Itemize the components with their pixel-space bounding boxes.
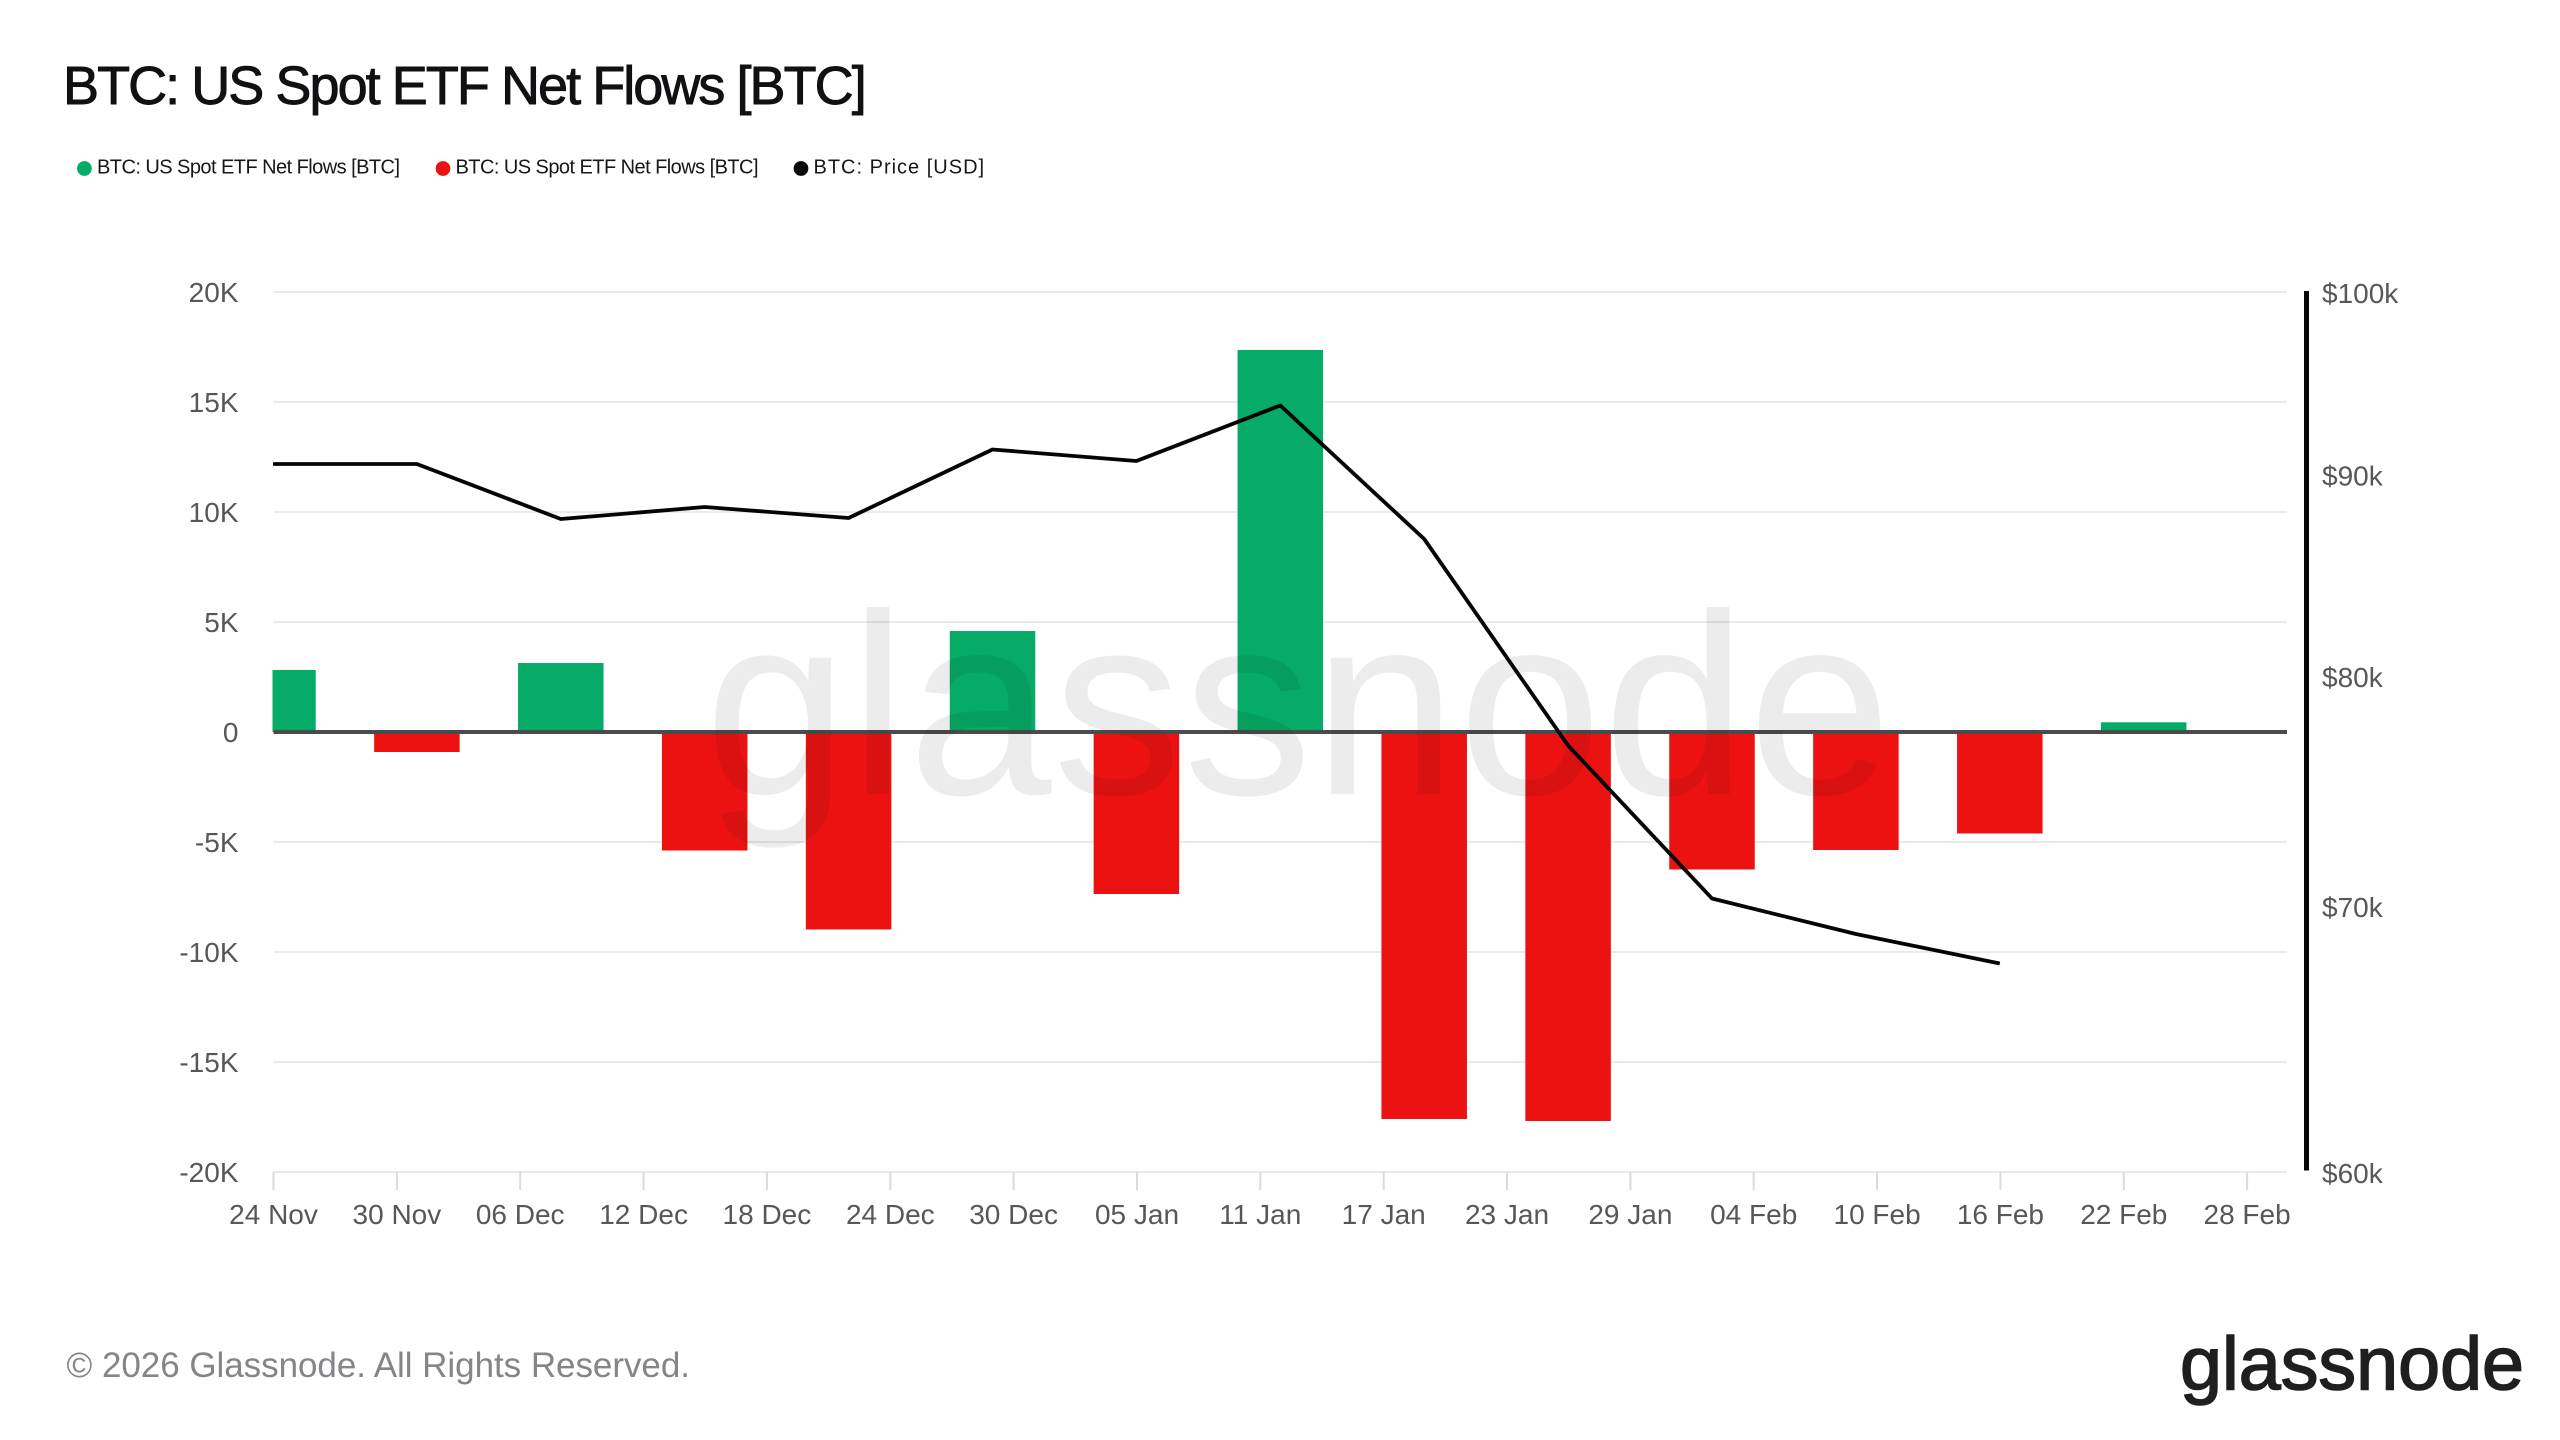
svg-text:28 Feb: 28 Feb: [2204, 1199, 2291, 1230]
svg-text:11 Jan: 11 Jan: [1219, 1199, 1301, 1230]
svg-text:$80k: $80k: [2322, 662, 2384, 693]
svg-text:glassnode: glassnode: [705, 560, 1892, 850]
svg-text:-10K: -10K: [179, 937, 238, 968]
svg-text:06 Dec: 06 Dec: [476, 1199, 565, 1230]
svg-text:18 Dec: 18 Dec: [723, 1199, 812, 1230]
svg-text:glassnode: glassnode: [2180, 1322, 2524, 1406]
svg-text:-15K: -15K: [179, 1047, 238, 1078]
svg-text:10K: 10K: [189, 497, 239, 528]
svg-text:15K: 15K: [189, 387, 239, 418]
svg-text:BTC: US Spot ETF Net Flows [BT: BTC: US Spot ETF Net Flows [BTC]: [97, 157, 399, 179]
svg-text:30 Dec: 30 Dec: [969, 1199, 1058, 1230]
svg-text:29 Jan: 29 Jan: [1588, 1199, 1672, 1230]
svg-text:$70k: $70k: [2322, 892, 2384, 923]
svg-text:24 Dec: 24 Dec: [846, 1199, 935, 1230]
svg-text:© 2026 Glassnode. All Rights R: © 2026 Glassnode. All Rights Reserved.: [67, 1346, 691, 1385]
svg-text:16 Feb: 16 Feb: [1957, 1199, 2044, 1230]
svg-text:BTC: Price [USD]: BTC: Price [USD]: [814, 157, 986, 179]
svg-text:04 Feb: 04 Feb: [1710, 1199, 1797, 1230]
svg-text:BTC: US Spot ETF Net Flows [BT: BTC: US Spot ETF Net Flows [BTC]: [456, 157, 758, 179]
svg-text:12 Dec: 12 Dec: [599, 1199, 688, 1230]
svg-text:0: 0: [223, 717, 239, 748]
svg-text:-20K: -20K: [179, 1157, 238, 1188]
svg-text:10 Feb: 10 Feb: [1834, 1199, 1921, 1230]
svg-text:$100k: $100k: [2322, 278, 2399, 309]
svg-text:5K: 5K: [204, 607, 239, 638]
svg-text:24 Nov: 24 Nov: [229, 1199, 318, 1230]
svg-text:$60k: $60k: [2322, 1158, 2384, 1189]
svg-text:BTC: US Spot ETF Net Flows [BT: BTC: US Spot ETF Net Flows [BTC]: [63, 56, 865, 116]
svg-text:17 Jan: 17 Jan: [1342, 1199, 1426, 1230]
svg-text:22 Feb: 22 Feb: [2080, 1199, 2167, 1230]
svg-text:30 Nov: 30 Nov: [353, 1199, 442, 1230]
svg-text:20K: 20K: [189, 277, 239, 308]
svg-text:$90k: $90k: [2322, 461, 2384, 492]
svg-text:05 Jan: 05 Jan: [1095, 1199, 1179, 1230]
svg-text:23 Jan: 23 Jan: [1465, 1199, 1549, 1230]
svg-text:-5K: -5K: [195, 827, 239, 858]
